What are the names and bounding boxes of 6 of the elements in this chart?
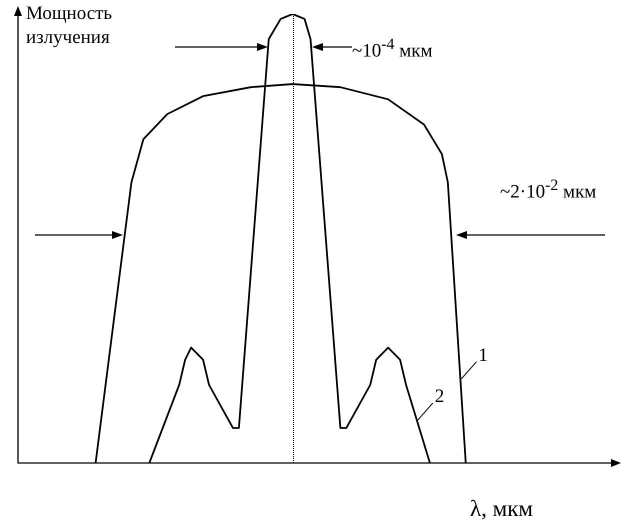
- annotation: ~10$^{-4}$ мкм: [352, 35, 432, 62]
- series-label: 1: [478, 344, 488, 366]
- series-label: 2: [434, 386, 444, 408]
- annotation: ~2·10$^{-2}$ мкм: [500, 176, 596, 204]
- y-axis-title: Мощность излучения: [26, 2, 114, 50]
- x-axis-title: λ, мкм: [470, 496, 533, 521]
